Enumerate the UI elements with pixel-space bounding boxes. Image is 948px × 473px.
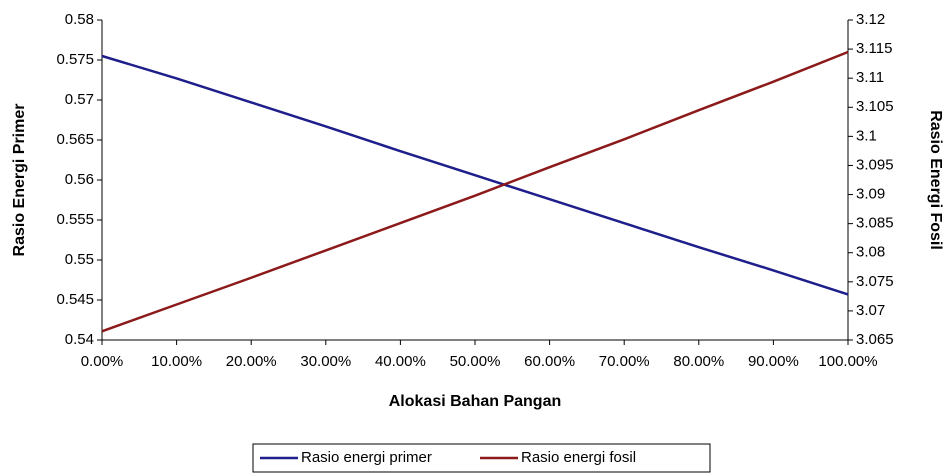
x-tick-label: 30.00% bbox=[300, 353, 351, 370]
x-tick-label: 60.00% bbox=[524, 353, 575, 370]
legend-label: Rasio energi fosil bbox=[521, 449, 636, 466]
x-tick-label: 100.00% bbox=[818, 353, 877, 370]
x-tick-label: 80.00% bbox=[673, 353, 724, 370]
x-tick-label: 50.00% bbox=[450, 353, 501, 370]
y2-tick-label: 3.075 bbox=[856, 273, 894, 290]
y2-tick-label: 3.095 bbox=[856, 156, 894, 173]
y-tick-label: 0.58 bbox=[65, 11, 94, 28]
y-tick-label: 0.56 bbox=[65, 171, 94, 188]
y-tick-label: 0.575 bbox=[56, 51, 94, 68]
y2-tick-label: 3.065 bbox=[856, 331, 894, 348]
y-axis-title: Rasio Energi Primer bbox=[11, 104, 28, 257]
x-tick-label: 70.00% bbox=[599, 353, 650, 370]
y-tick-label: 0.545 bbox=[56, 291, 94, 308]
y2-tick-label: 3.115 bbox=[856, 40, 892, 57]
y2-tick-label: 3.07 bbox=[856, 302, 885, 319]
x-tick-label: 0.00% bbox=[81, 353, 124, 370]
y2-axis-title: Rasio Energi Fosil bbox=[927, 110, 944, 250]
y2-tick-label: 3.11 bbox=[856, 69, 884, 86]
y2-tick-label: 3.085 bbox=[856, 215, 894, 232]
y2-tick-label: 3.09 bbox=[856, 186, 885, 203]
y-tick-label: 0.555 bbox=[56, 211, 94, 228]
y-tick-label: 0.57 bbox=[65, 91, 94, 108]
y2-tick-label: 3.1 bbox=[856, 127, 877, 144]
chart: Alokasi Bahan Pangan Rasio Energi Primer… bbox=[0, 0, 948, 473]
data-line bbox=[102, 52, 848, 331]
x-tick-label: 20.00% bbox=[226, 353, 277, 370]
legend-label: Rasio energi primer bbox=[301, 449, 432, 466]
y-tick-label: 0.54 bbox=[65, 331, 94, 348]
y2-tick-label: 3.105 bbox=[856, 98, 894, 115]
y-tick-label: 0.565 bbox=[56, 131, 94, 148]
y2-tick-label: 3.12 bbox=[856, 11, 885, 28]
y-tick-label: 0.55 bbox=[65, 251, 94, 268]
x-axis-title: Alokasi Bahan Pangan bbox=[389, 393, 562, 410]
x-tick-label: 40.00% bbox=[375, 353, 426, 370]
data-line bbox=[102, 56, 848, 294]
x-tick-label: 90.00% bbox=[748, 353, 799, 370]
y2-tick-label: 3.08 bbox=[856, 244, 885, 261]
x-tick-label: 10.00% bbox=[151, 353, 202, 370]
